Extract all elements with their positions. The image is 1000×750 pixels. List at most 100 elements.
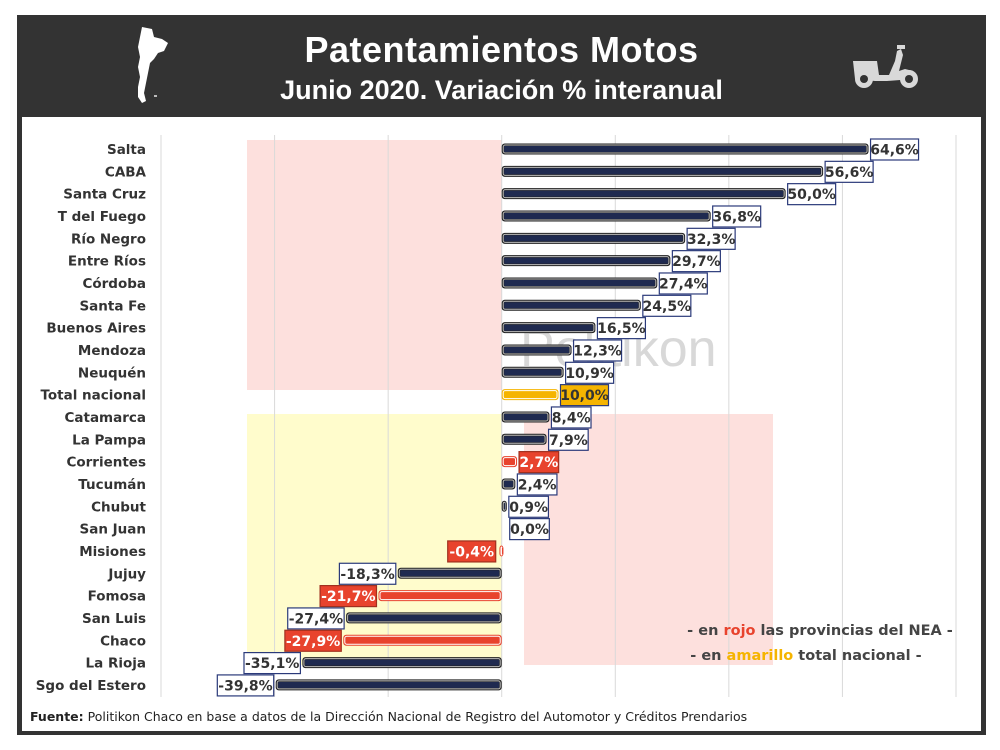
bar-inner-stroke [502,278,657,288]
category-label: CABA [105,164,147,180]
shade-pink-bottom [524,414,773,665]
value-label-box [509,518,550,541]
chart-title: Patentamientos Motos [304,29,699,70]
value-label-box [642,294,692,317]
bar [380,592,500,599]
bar [278,681,500,688]
value-label: -27,9% [286,634,340,650]
value-label: 8,4% [552,410,591,426]
bar-inner-stroke [502,323,595,333]
value-label: -18,3% [340,567,394,583]
value-label: -35,1% [245,656,299,672]
value-label: 24,5% [643,299,692,315]
category-label: Salta [107,142,146,158]
bar [504,279,655,286]
value-label-box [671,250,721,273]
value-label-box [319,584,378,608]
note-text: - en [690,648,727,664]
category-label: Chaco [100,633,146,649]
value-label-box [550,406,592,429]
argentina-map-icon [138,27,168,103]
value-label-box [447,540,497,563]
value-label-box [338,562,397,585]
bar [504,190,784,197]
bar-inner-stroke [502,412,549,422]
bar [504,324,593,331]
value-label: 29,7% [672,254,721,270]
category-label: Corrientes [66,455,146,471]
bar-inner-stroke [502,457,517,467]
bar [504,458,515,465]
bar-inner-stroke [398,568,501,578]
bar-inner-stroke [502,501,506,511]
bar [504,503,506,510]
bar [504,168,821,175]
bar [400,570,500,577]
value-label-box [596,317,647,340]
category-label: Santa Cruz [63,187,146,203]
source-text: Politikon Chaco en base a datos de la Di… [83,709,748,724]
bar-inner-stroke [502,300,640,310]
value-label: 10,0% [560,388,609,404]
value-label: 27,4% [659,276,708,292]
value-label: -39,8% [218,678,272,694]
value-label: 0,9% [509,500,548,516]
note-text: total nacional - [793,648,922,664]
value-label-box [243,651,301,675]
shade-pink-top [247,140,502,390]
bar [501,547,503,554]
bar [504,235,683,242]
bar-inner-stroke [502,345,571,355]
bar-inner-stroke [502,166,823,176]
value-label-box [547,428,589,451]
value-label-box [712,205,762,228]
bar [504,146,867,152]
category-label: Córdoba [82,276,146,292]
category-label: Neuquén [78,365,146,381]
value-label: 0,0% [510,522,549,538]
value-label-box [787,183,837,206]
bar [504,257,668,264]
shade-yellow [247,414,502,665]
value-label-box [869,138,920,161]
header: Patentamientos Motos Junio 2020. Variaci… [17,15,986,116]
value-label: 10,9% [565,366,614,382]
bar [504,302,639,309]
value-label: 32,3% [687,232,736,248]
bar [348,614,500,621]
note-highlight-red: rojo [723,623,756,639]
value-label-box [516,473,558,496]
category-label: Río Negro [71,231,146,247]
category-label: Jujuy [107,566,146,582]
value-label-box [572,339,623,362]
category-label: Misiones [79,544,146,560]
source-footer: Fuente: Politikon Chaco en base a datos … [30,709,747,724]
value-label: -21,7% [321,589,375,605]
bar [504,436,545,443]
value-label: 2,7% [519,455,558,471]
scooter-icon [853,45,918,88]
bar-inner-stroke [347,613,501,623]
category-label: Entre Ríos [68,254,146,270]
value-label: 56,6% [825,165,874,181]
chart-subtitle: Junio 2020. Variación % interanual [280,75,723,105]
value-label: -27,4% [289,611,343,627]
bar-inner-stroke [502,434,546,444]
bar [504,346,570,353]
note-text: - en [687,623,724,639]
value-label-box [658,272,708,295]
bar-inner-stroke [500,546,503,556]
bar-inner-stroke [502,233,685,243]
value-label-box [508,495,550,518]
value-label-box [216,674,275,697]
note-text: las provincias del NEA - [755,623,953,639]
category-label: Buenos Aires [46,321,146,337]
bar-inner-stroke [502,367,563,377]
category-label: San Juan [80,522,147,538]
category-label: Fomosa [88,589,146,605]
bar-inner-stroke [502,211,710,221]
value-label: 12,3% [573,343,622,359]
value-label-box [686,227,736,250]
value-label-box [284,629,342,652]
